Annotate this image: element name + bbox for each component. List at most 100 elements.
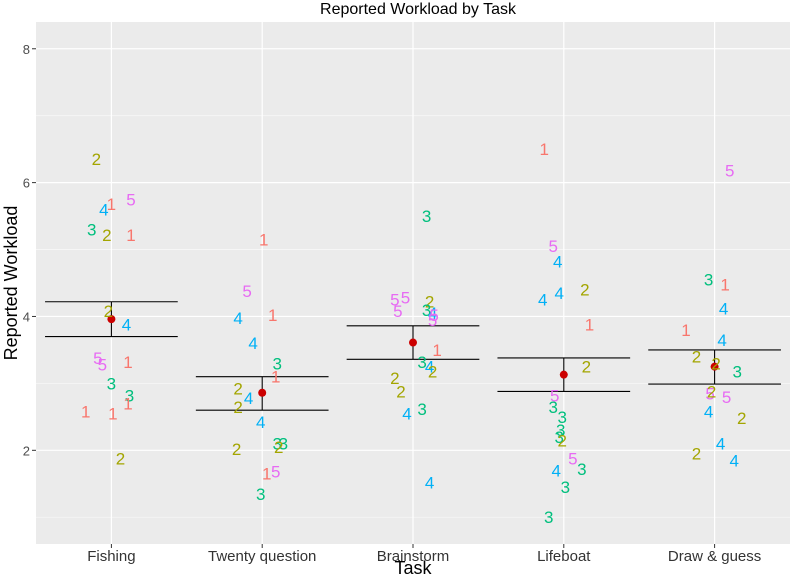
data-point-label: 3 [555,428,564,447]
data-point-label: 3 [544,508,553,527]
data-point-label: 1 [123,394,132,413]
data-point-label: 2 [102,226,111,245]
data-point-label: 4 [717,331,726,350]
data-point-label: 1 [81,402,90,421]
data-point-label: 2 [396,382,405,401]
data-point-label: 3 [558,408,567,427]
data-point-label: 1 [720,275,729,294]
data-point-label: 5 [725,162,734,181]
mean-point [258,388,267,397]
data-point-label: 3 [732,362,741,381]
data-point-label: 2 [104,302,113,321]
data-point-label: 5 [93,349,102,368]
data-point-label: 4 [99,200,108,219]
summary-layer [45,301,781,411]
data-point-label: 1 [259,231,268,250]
data-point-label: 3 [556,421,565,440]
x-axis: Fishing Twenty question Brainstorm Lifeboat… [87,544,761,565]
data-point-label: 4 [552,461,561,480]
data-point-label: 3 [256,485,265,504]
y-axis: 2 4 6 8 [23,42,36,458]
data-point-label: 4 [256,413,265,432]
data-point-label: 2 [116,449,125,468]
y-axis-label: Reported Workload [1,206,21,361]
data-point-label: 1 [432,341,441,360]
data-point-label: 3 [273,435,282,454]
data-point-label: 4 [428,304,437,323]
data-point-label: 5 [390,291,399,310]
x-tick-label: Lifeboat [537,548,591,565]
x-tick-label: Fishing [87,548,135,565]
data-point-label: 4 [425,473,434,492]
data-point-label: 2 [558,431,567,450]
x-tick-label: Draw & guess [668,548,761,565]
data-point-label: 3 [87,220,96,239]
data-point-label: 2 [425,293,434,312]
data-point-label: 3 [549,398,558,417]
data-point-label: 4 [122,315,131,334]
data-point-label: 5 [568,449,577,468]
data-point-label: 4 [553,253,562,272]
data-point-label: 2 [580,281,589,300]
x-axis-label: Task [394,558,432,578]
data-point-label: 1 [107,195,116,214]
data-point-label: 2 [582,358,591,377]
data-point-label: 5 [271,463,280,482]
data-point-label: 5 [549,237,558,256]
mean-point [107,315,116,324]
data-point-label: 1 [585,315,594,334]
data-point-label: 5 [705,384,714,403]
mean-point [710,362,719,371]
data-point-label: 4 [402,405,411,424]
data-point-label: 4 [716,435,725,454]
data-point-label: 1 [271,368,280,387]
data-point-label: 2 [737,409,746,428]
mean-point [409,338,417,347]
data-point-label: 2 [274,438,283,457]
data-point-label: 5 [98,356,107,375]
data-point-label: 2 [711,354,720,373]
data-point-label: 3 [577,460,586,479]
data-point-label: 4 [555,284,564,303]
data-point-label: 1 [681,321,690,340]
data-point-label: 4 [729,451,738,470]
data-point-label: 3 [107,374,116,393]
data-point-label: 5 [401,289,410,308]
data-point-label: 1 [123,353,132,372]
data-point-label: 2 [232,440,241,459]
y-tick-label: 8 [23,42,30,57]
data-point-label: 4 [233,309,242,328]
mean-point [559,370,568,379]
data-point-label: 3 [417,400,426,419]
data-point-label: 5 [550,386,559,405]
data-point-label: 1 [262,465,271,484]
y-tick-label: 6 [23,176,30,191]
data-point-label: 5 [429,306,438,325]
data-point-label: 2 [692,445,701,464]
chart-title: Reported Workload by Task [320,1,517,18]
data-point-label: 2 [707,382,716,401]
data-point-label: 1 [268,306,277,325]
data-point-label: 5 [242,282,251,301]
data-point-label: 3 [422,207,431,226]
data-point-label: 3 [417,353,426,372]
data-point-label: 5 [428,311,437,330]
data-point-label: 5 [393,302,402,321]
data-point-label: 4 [248,334,257,353]
data-point-label: 4 [425,358,434,377]
data-point-label: 2 [92,150,101,169]
data-point-label: 4 [719,299,728,318]
data-point-label: 2 [233,398,242,417]
data-point-label: 3 [704,271,713,290]
y-tick-label: 2 [23,443,30,458]
data-point-label: 3 [561,478,570,497]
data-point-label: 5 [126,190,135,209]
data-point-label: 1 [108,405,117,424]
data-point-label: 4 [538,291,547,310]
data-point-label: 4 [704,402,713,421]
data-point-label: 3 [125,386,134,405]
data-point-label: 3 [422,301,431,320]
x-tick-label: Brainstorm [377,548,450,565]
